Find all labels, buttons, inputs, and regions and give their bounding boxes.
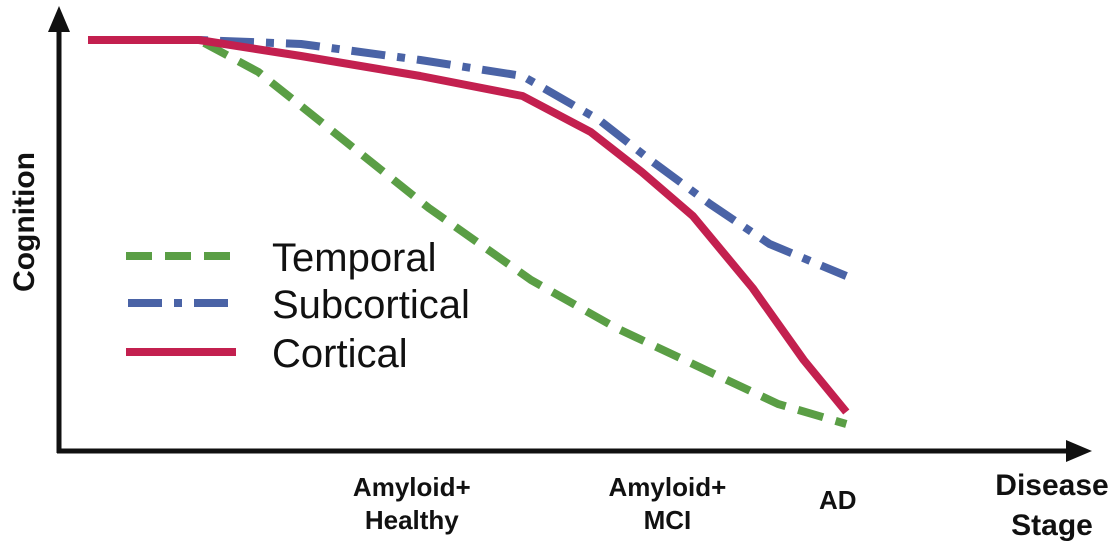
x-tick-label-amyloid-healthy-line-1: Amyloid+: [353, 472, 471, 502]
y-axis-arrow: [48, 6, 70, 32]
x-axis-title-line-1: Disease: [995, 469, 1108, 502]
x-axis-title-line-2: Stage: [1011, 509, 1093, 542]
y-axis-title: Cognition: [8, 152, 41, 292]
legend-label-cortical: Cortical: [272, 332, 408, 376]
y-axis: [48, 6, 70, 453]
series-line-cortical: [88, 36, 850, 415]
x-tick-label-amyloid-healthy-line-2: Healthy: [365, 505, 459, 535]
series-line-subcortical: [88, 36, 848, 280]
x-axis: [57, 440, 1092, 462]
legend-label-temporal: Temporal: [272, 236, 437, 280]
x-tick-label-ad-line-1: AD: [819, 485, 857, 515]
legend-label-subcortical: Subcortical: [272, 283, 470, 327]
legend: Temporal Subcortical Cortical: [126, 236, 470, 376]
x-axis-arrow: [1066, 440, 1092, 462]
series-line-temporal: [88, 36, 848, 428]
series: [88, 36, 850, 428]
x-tick-label-amyloid-mci-line-2: MCI: [644, 505, 692, 535]
x-tick-label-amyloid-mci-line-1: Amyloid+: [609, 472, 727, 502]
